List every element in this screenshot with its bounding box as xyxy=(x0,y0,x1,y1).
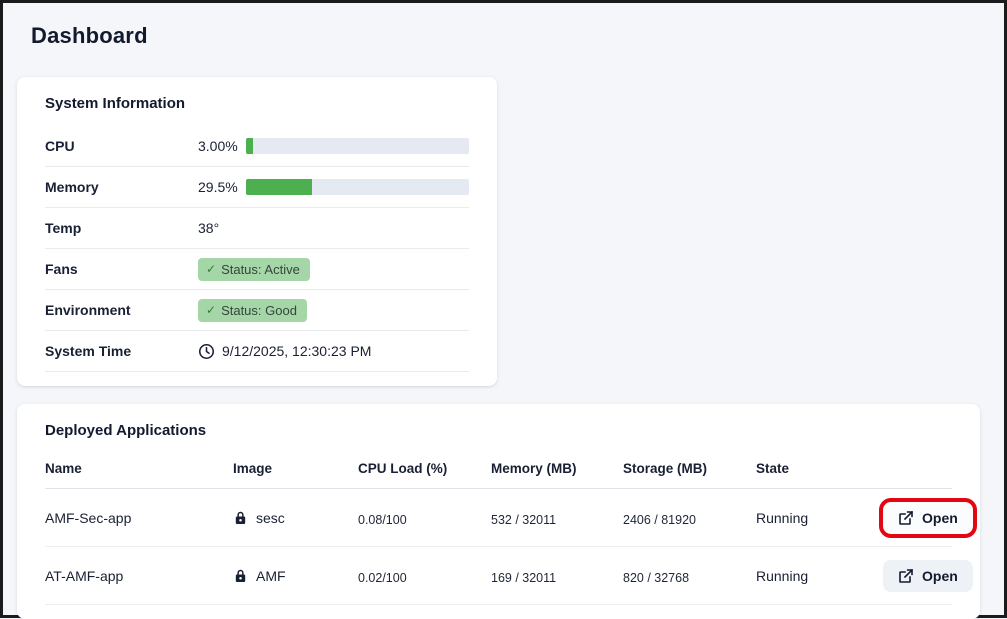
app-image: AMF xyxy=(256,567,286,584)
col-header-name: Name xyxy=(45,461,82,476)
page-title: Dashboard xyxy=(31,23,148,48)
memory-value: 169 / 32011 xyxy=(491,570,557,585)
cpu-row: CPU 3.00% xyxy=(45,126,469,167)
memory-progress-bar xyxy=(246,179,469,195)
storage-cell: 2406 / 81920 xyxy=(623,509,738,527)
open-button-label: Open xyxy=(922,509,958,526)
lock-icon xyxy=(235,511,246,524)
open-button-label: Open xyxy=(922,567,958,584)
memory-progress-fill xyxy=(246,179,312,195)
environment-row: Environment ✓ Status: Good xyxy=(45,290,469,331)
memory-cell: 169 / 32011 xyxy=(491,567,606,585)
deployed-applications-title: Deployed Applications xyxy=(45,422,207,439)
open-button[interactable]: Open xyxy=(883,559,973,592)
fans-status-badge: ✓ Status: Active xyxy=(198,257,310,281)
temp-label: Temp xyxy=(45,220,82,236)
applications-table-header: Name Image CPU Load (%) Memory (MB) Stor… xyxy=(45,461,952,489)
memory-label: Memory xyxy=(45,179,99,195)
col-header-storage: Storage (MB) xyxy=(623,461,707,476)
col-header-image: Image xyxy=(233,461,273,476)
system-time-row: System Time 9/12/2025, 12:30:23 PM xyxy=(45,331,469,372)
system-information-title: System Information xyxy=(45,95,186,112)
cpu-progress-bar xyxy=(246,138,469,154)
lock-icon xyxy=(235,569,246,582)
cpu-value: 3.00% xyxy=(198,138,238,154)
storage-value: 820 / 32768 xyxy=(623,570,690,585)
app-image: sesc xyxy=(256,509,285,526)
cpu-load-value: 0.02/100 xyxy=(358,570,407,585)
check-icon: ✓ xyxy=(206,262,217,276)
external-link-icon xyxy=(899,510,914,525)
system-time-label: System Time xyxy=(45,343,132,359)
col-header-memory: Memory (MB) xyxy=(491,461,577,476)
external-link-icon xyxy=(899,568,914,583)
cpu-label: CPU xyxy=(45,138,75,154)
app-name: AMF-Sec-app xyxy=(45,509,132,526)
fans-row: Fans ✓ Status: Active xyxy=(45,249,469,290)
cpu-load-cell: 0.08/100 xyxy=(358,509,473,527)
system-information-card: System Information CPU 3.00% Memory 29.5… xyxy=(17,77,497,386)
memory-row: Memory 29.5% xyxy=(45,167,469,208)
app-state: Running xyxy=(756,509,809,526)
col-header-state: State xyxy=(756,461,790,476)
col-header-cpu: CPU Load (%) xyxy=(358,461,448,476)
temp-row: Temp 38° xyxy=(45,208,469,249)
table-row: AMF-Sec-app sesc 0.08/100 532 / 32011 24… xyxy=(45,489,977,547)
temp-value: 38° xyxy=(198,220,220,236)
storage-cell: 820 / 32768 xyxy=(623,567,738,585)
cpu-progress-fill xyxy=(246,138,253,154)
storage-value: 2406 / 81920 xyxy=(623,512,696,527)
table-row: AT-AMF-app AMF 0.02/100 169 / 32011 820 … xyxy=(45,547,973,605)
memory-value: 29.5% xyxy=(198,179,238,195)
memory-cell: 532 / 32011 xyxy=(491,509,606,527)
environment-status-badge: ✓ Status: Good xyxy=(198,298,307,322)
app-state: Running xyxy=(756,567,809,584)
cpu-load-value: 0.08/100 xyxy=(358,512,407,527)
memory-value: 532 / 32011 xyxy=(491,512,557,527)
fans-label: Fans xyxy=(45,261,78,277)
app-name: AT-AMF-app xyxy=(45,567,124,584)
environment-label: Environment xyxy=(45,302,131,318)
environment-status-text: Status: Good xyxy=(221,302,297,318)
fans-status-text: Status: Active xyxy=(221,261,300,277)
dashboard-page: Dashboard System Information CPU 3.00% M… xyxy=(3,3,1004,619)
system-time-value: 9/12/2025, 12:30:23 PM xyxy=(222,343,372,359)
deployed-applications-card: Deployed Applications Name Image CPU Loa… xyxy=(17,404,980,619)
cpu-load-cell: 0.02/100 xyxy=(358,567,473,585)
open-button[interactable]: Open xyxy=(879,497,977,538)
check-icon: ✓ xyxy=(206,303,217,317)
clock-icon xyxy=(198,343,215,359)
